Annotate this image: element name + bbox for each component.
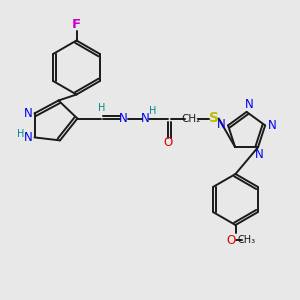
Text: O: O bbox=[227, 233, 236, 247]
Text: N: N bbox=[119, 112, 128, 125]
Text: F: F bbox=[72, 18, 81, 32]
Text: S: S bbox=[208, 112, 219, 125]
Text: N: N bbox=[24, 131, 33, 144]
Text: O: O bbox=[164, 136, 172, 149]
Text: H: H bbox=[149, 106, 157, 116]
Text: H: H bbox=[98, 103, 106, 113]
Text: CH₂: CH₂ bbox=[182, 113, 201, 124]
Text: N: N bbox=[255, 148, 264, 161]
Text: N: N bbox=[141, 112, 150, 125]
Text: N: N bbox=[217, 118, 226, 131]
Text: H: H bbox=[17, 129, 24, 140]
Text: N: N bbox=[24, 107, 33, 120]
Text: CH₃: CH₃ bbox=[238, 235, 256, 245]
Text: N: N bbox=[268, 119, 277, 133]
Text: N: N bbox=[244, 98, 253, 111]
